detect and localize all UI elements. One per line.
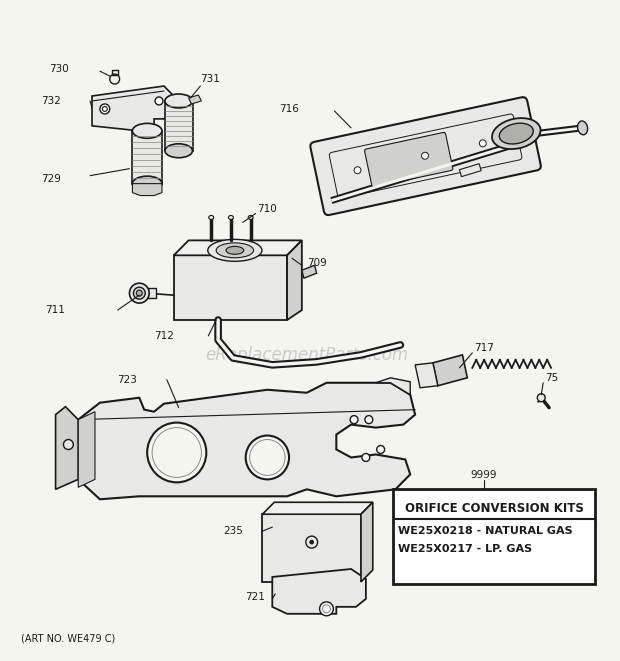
Text: (ART NO. WE479 C): (ART NO. WE479 C) [21,634,115,644]
Circle shape [155,97,163,105]
Ellipse shape [248,215,253,219]
Circle shape [350,416,358,424]
Circle shape [246,436,289,479]
Ellipse shape [216,243,254,258]
Polygon shape [146,288,156,298]
Polygon shape [415,363,438,388]
Text: 721: 721 [246,592,265,602]
Text: 717: 717 [474,343,494,353]
Text: 723: 723 [117,375,138,385]
Text: 710: 710 [257,204,277,214]
Ellipse shape [208,239,262,261]
Ellipse shape [165,94,192,108]
Text: eReplacementParts.com: eReplacementParts.com [205,346,409,364]
Text: 731: 731 [200,74,220,84]
Polygon shape [133,131,162,184]
Text: 75: 75 [545,373,559,383]
Text: WE25X0217 - LP. GAS: WE25X0217 - LP. GAS [399,544,533,554]
Circle shape [319,602,334,616]
Circle shape [310,540,314,544]
Ellipse shape [133,124,162,138]
Polygon shape [92,86,174,131]
FancyBboxPatch shape [365,132,453,187]
Text: 709: 709 [307,258,327,268]
Polygon shape [262,514,361,582]
FancyBboxPatch shape [311,97,541,215]
Polygon shape [433,355,467,386]
Circle shape [362,453,370,461]
Polygon shape [174,241,302,255]
Circle shape [100,104,110,114]
FancyBboxPatch shape [394,489,595,584]
Ellipse shape [578,121,588,135]
Ellipse shape [133,176,162,191]
Text: 716: 716 [279,104,299,114]
Polygon shape [302,265,317,278]
Ellipse shape [226,247,244,254]
Text: 730: 730 [48,64,68,74]
Ellipse shape [228,215,233,219]
Polygon shape [78,383,415,499]
Text: 235: 235 [223,526,243,536]
Text: ORIFICE CONVERSION KITS: ORIFICE CONVERSION KITS [404,502,583,516]
Circle shape [422,152,428,159]
Ellipse shape [165,144,192,158]
Polygon shape [56,407,78,489]
Circle shape [63,440,73,449]
Polygon shape [133,184,162,196]
Polygon shape [376,378,410,395]
Circle shape [479,140,486,147]
Polygon shape [78,412,95,487]
Circle shape [136,290,142,296]
Text: 9999: 9999 [471,471,497,481]
Ellipse shape [209,215,214,219]
Circle shape [322,605,330,613]
Text: 732: 732 [41,96,61,106]
Polygon shape [174,255,287,320]
Text: 729: 729 [41,174,61,184]
Circle shape [250,440,285,475]
Circle shape [377,446,384,453]
Ellipse shape [492,118,541,149]
Circle shape [147,422,206,483]
Polygon shape [287,241,302,320]
Circle shape [365,416,373,424]
Text: 711: 711 [45,305,66,315]
Ellipse shape [499,123,533,144]
Circle shape [130,283,149,303]
Circle shape [538,394,545,402]
Polygon shape [272,569,366,614]
Polygon shape [459,164,481,176]
Circle shape [133,287,145,299]
Polygon shape [188,95,202,104]
Polygon shape [361,502,373,582]
Circle shape [354,167,361,174]
Text: WE25X0218 - NATURAL GAS: WE25X0218 - NATURAL GAS [399,526,573,536]
Text: 712: 712 [154,331,174,341]
Polygon shape [165,101,192,151]
Polygon shape [262,502,373,514]
Circle shape [152,428,202,477]
